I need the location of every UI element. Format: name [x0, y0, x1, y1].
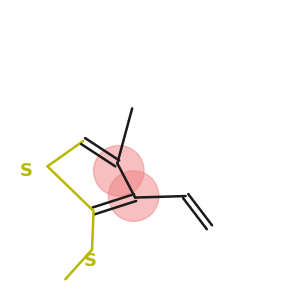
Circle shape: [94, 146, 144, 196]
Circle shape: [108, 171, 159, 221]
Text: S: S: [84, 252, 97, 270]
Text: S: S: [20, 162, 33, 180]
